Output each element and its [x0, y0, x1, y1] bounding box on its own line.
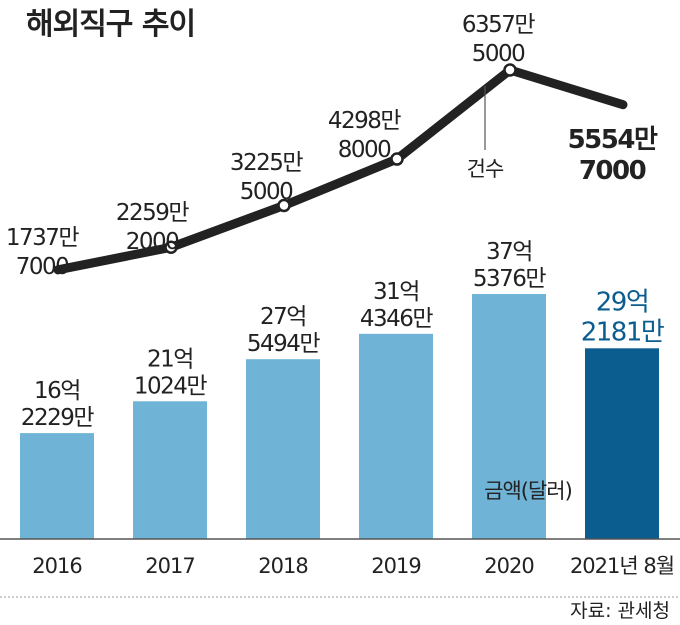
line-value-label: 4298만 — [328, 108, 402, 134]
x-tick-label: 2016 — [32, 554, 82, 578]
bar-2020 — [472, 294, 546, 539]
bar-value-label: 1024만 — [134, 373, 208, 399]
x-tick-label: 2020 — [484, 554, 533, 578]
x-tick-label: 2021년 8월 — [570, 554, 674, 578]
line-value-label: 5000 — [240, 179, 293, 205]
line-value-label: 6357만 — [462, 12, 536, 38]
x-tick-label: 2019 — [371, 554, 420, 578]
line-point — [277, 198, 291, 213]
line-value-label: 8000 — [338, 137, 391, 163]
bar-value-label: 27억 — [260, 304, 306, 330]
line-value-label: 7000 — [579, 156, 646, 186]
bar-value-label: 4346만 — [360, 306, 434, 332]
line-value-label: 5554만 — [568, 125, 658, 155]
bar-value-label: 16억 — [34, 378, 80, 404]
line-value-label: 2000 — [126, 229, 179, 255]
x-axis-ticks: 2016 2017 2018 2019 2020 2021년 8월 — [32, 554, 675, 578]
bar-2016 — [20, 433, 94, 539]
line-point — [164, 240, 178, 255]
bar-value-label: 5494만 — [247, 331, 321, 357]
annotation-label: 건수 — [467, 157, 504, 181]
line-point — [503, 63, 517, 77]
line-value-label: 3225만 — [230, 150, 304, 176]
bar-2018 — [246, 359, 320, 539]
source-note: 자료: 관세청 — [570, 600, 670, 622]
line-value-label: 1737만 — [6, 225, 80, 251]
line-value-label: 2259만 — [116, 200, 190, 226]
bar-value-label: 29억 — [596, 287, 649, 317]
bar-2021년 8월 — [585, 348, 659, 539]
x-tick-label: 2017 — [145, 554, 194, 578]
bar-value-label: 21억 — [147, 346, 193, 372]
bar-series — [20, 294, 659, 539]
line-value-label: 7000 — [16, 254, 69, 280]
bar-value-label: 37억 — [486, 239, 532, 265]
line-labels: 1737만 7000 2259만 2000 3225만 5000 4298만 8000 6357… — [6, 12, 660, 280]
bar-2019 — [359, 333, 433, 539]
line-point — [390, 152, 404, 166]
chart-title: 해외직구 추이 — [26, 7, 195, 42]
bar-value-label: 2181만 — [581, 317, 664, 347]
line-path — [53, 65, 628, 275]
line-value-label: 5000 — [472, 41, 525, 67]
bar-value-label: 31억 — [373, 279, 419, 305]
bar-value-label: 5376만 — [473, 266, 547, 292]
bar-value-label: 2229만 — [21, 405, 95, 431]
line-series — [53, 63, 628, 275]
legend-bar-series: 금액(달러) — [484, 479, 572, 503]
bar-2017 — [133, 401, 207, 539]
x-tick-label: 2018 — [258, 554, 307, 578]
